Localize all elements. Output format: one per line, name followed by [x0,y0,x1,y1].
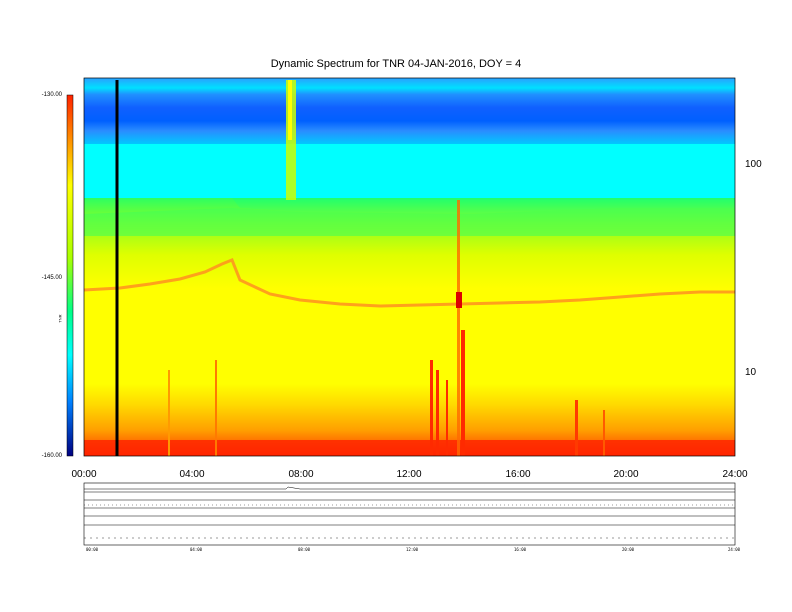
red-floor [84,440,735,456]
colorbar-label: TNR [57,314,63,323]
lower-time-2: 08:00 [298,547,311,552]
colorbar [66,94,74,457]
plasma-line [83,258,735,308]
colorbar-tick-mid: -145.00 [41,275,62,281]
spectrum-panel [83,77,736,457]
y-tick-100: 100 [745,159,762,170]
lower-time-0: 00:00 [86,547,99,552]
body-shift [84,208,735,236]
lower-trace-1 [84,486,735,490]
lower-time-4: 16:00 [514,547,527,552]
x-tick-6: 24:00 [722,469,748,480]
x-tick-3: 12:00 [396,469,422,480]
colorbar-tick-top: -130.00 [41,92,62,98]
x-tick-2: 08:00 [288,469,314,480]
spectrum-body [84,198,735,456]
x-tick-4: 16:00 [505,469,531,480]
cyan-band [84,144,735,198]
bursts [168,80,605,456]
y-tick-10: 10 [745,367,757,378]
lower-panel [83,482,736,546]
x-tick-1: 04:00 [179,469,205,480]
lower-time-6: 24:00 [728,547,741,552]
colorbar-tick-bottom: -160.00 [41,453,62,459]
x-tick-0: 00:00 [71,469,97,480]
chart-title: Dynamic Spectrum for TNR 04-JAN-2016, DO… [270,58,522,70]
lower-time-1: 04:00 [190,547,203,552]
x-tick-5: 20:00 [613,469,639,480]
lower-time-5: 20:00 [622,547,635,552]
blue-band [84,78,735,144]
lower-time-3: 12:00 [406,547,419,552]
